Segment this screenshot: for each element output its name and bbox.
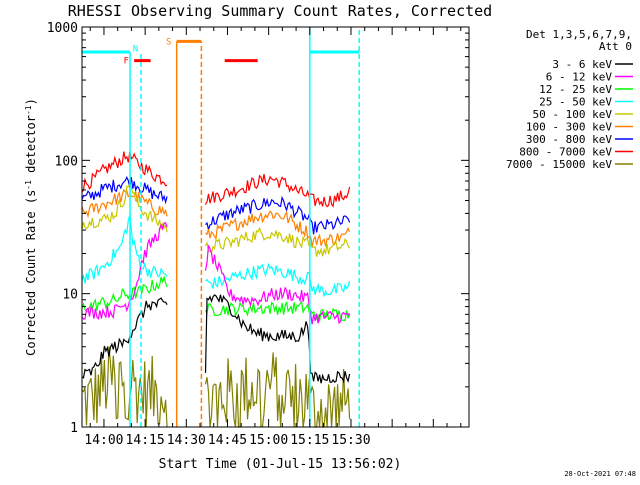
y-tick-label: 10 (62, 288, 78, 303)
chart-title: RHESSI Observing Summary Count Rates, Co… (68, 2, 492, 20)
legend-header-line: Att 0 (599, 40, 632, 53)
series-line-25-50-keV (205, 262, 351, 297)
series-line-100-300-keV (205, 210, 351, 247)
plot-frame (81, 26, 470, 428)
series-line-300-800-keV (81, 176, 168, 205)
series-line-3-6-keV (204, 294, 351, 384)
series-line-300-800-keV (205, 195, 351, 235)
x-tick-label: 14:30 (167, 433, 206, 448)
y-axis-label: Corrected Count Rate (s-1 detector-1) (24, 98, 39, 356)
x-tick-label: 15:00 (249, 433, 288, 448)
legend-entry-label: 50 - 100 keV (533, 108, 613, 121)
x-tick-label: 15:30 (331, 433, 370, 448)
timestamp: 28-Oct-2021 07:48 (564, 470, 636, 478)
series-line-25-50-keV (81, 214, 168, 284)
x-tick-label: 15:15 (290, 433, 329, 448)
x-axis-label: Start Time (01-Jul-15 13:56:02) (159, 457, 402, 472)
x-tick-label: 14:15 (126, 433, 165, 448)
y-tick-label: 1 (70, 421, 78, 436)
y-tick-label: 100 (55, 154, 78, 169)
plot-layer: F S N (81, 27, 360, 429)
legend-entry-label: 25 - 50 keV (539, 96, 612, 109)
x-tick-label: 14:45 (208, 433, 247, 448)
legend-entry-label: 800 - 7000 keV (519, 146, 612, 159)
series-line-7000-15000-keV (81, 346, 168, 428)
y-axis-label-exponent: -1 (24, 180, 33, 190)
legend-entry-label: 3 - 6 keV (552, 58, 612, 71)
legend-header-line: Det 1,3,5,6,7,9, (526, 28, 632, 41)
legend-entry-label: 12 - 25 keV (539, 83, 612, 96)
y-axis-label-part: ) (24, 98, 38, 105)
y-axis-label-part: detector (24, 115, 38, 180)
annotation-label: F (123, 57, 128, 67)
axis-ticks: 1 10 100 1000 14:00 14:15 14:30 14:45 15:00 15:15… (47, 21, 469, 448)
series-line-800-7000-keV (81, 151, 168, 193)
annotation-marker-N: N (133, 44, 138, 54)
series-line-6-12-keV (81, 222, 168, 320)
legend-entry-label: 7000 - 15000 keV (506, 158, 612, 171)
series-line-50-100-keV (81, 183, 168, 233)
annotation-label: S (166, 37, 171, 47)
legend-entry-label: 100 - 300 keV (526, 121, 612, 134)
x-tick-label: 14:00 (84, 433, 123, 448)
y-axis-label-part: Corrected Count Rate (s (24, 190, 38, 356)
series-line-100-300-keV (81, 188, 168, 219)
y-tick-label: 1000 (47, 21, 78, 36)
series-line-50-100-keV (204, 226, 351, 257)
legend-entry-label: 6 - 12 keV (546, 71, 613, 84)
series-line-6-12-keV (204, 245, 351, 325)
legend-entry-label: 300 - 800 keV (526, 133, 612, 146)
series-line-800-7000-keV (204, 173, 351, 208)
y-axis-label-exponent: -1 (24, 105, 33, 115)
series-line-7000-15000-keV (204, 352, 351, 429)
series-line-3-6-keV (81, 297, 168, 379)
series-line-12-25-keV (81, 275, 168, 313)
